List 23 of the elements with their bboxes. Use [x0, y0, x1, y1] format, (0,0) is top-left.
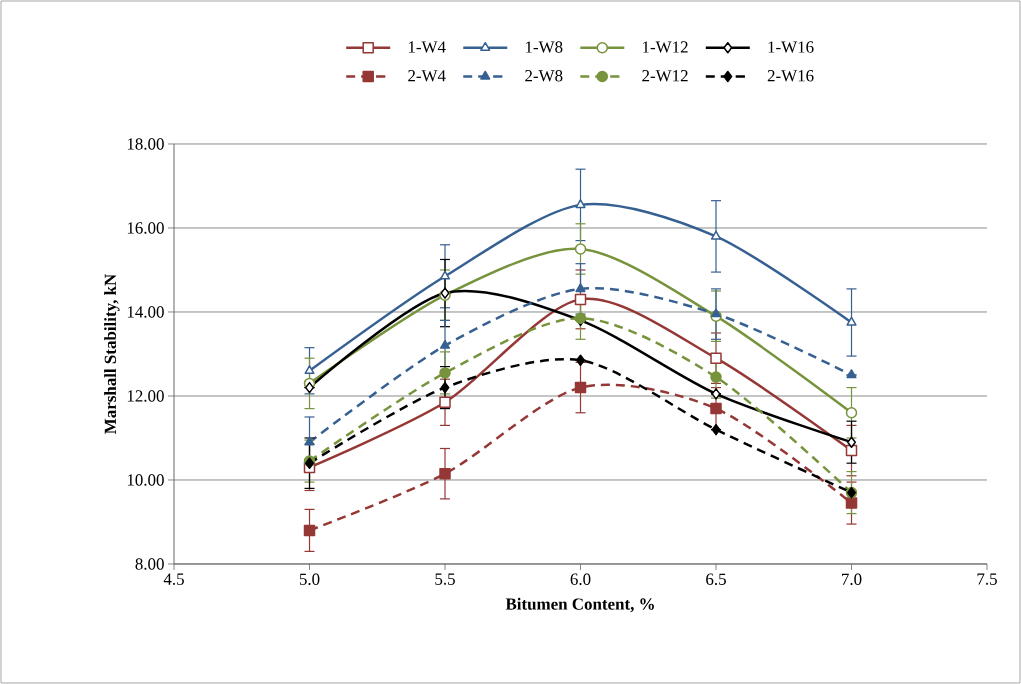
x-tick-label: 5.5 [435, 573, 455, 585]
y-tick-label: 14.00 [127, 306, 164, 318]
legend-label: 1-W4 [408, 41, 446, 53]
x-tick-label: 6.0 [570, 573, 591, 585]
x-axis-title: Bitumen Content, % [505, 597, 654, 613]
legend-label: 1-W16 [768, 41, 814, 53]
y-tick-label: 10.00 [127, 474, 164, 486]
x-tick-label: 4.5 [163, 573, 184, 585]
x-tick-label: 6.5 [706, 573, 726, 585]
y-tick-label: 18.00 [127, 138, 164, 150]
y-tick-label: 16.00 [127, 222, 164, 234]
x-tick-label: 7.5 [977, 573, 997, 585]
x-tick-label: 5.0 [299, 573, 320, 585]
y-axis-title: Marshall Stability, kN [104, 273, 120, 434]
y-tick-label: 12.00 [127, 390, 164, 402]
legend-label: 1-W8 [525, 41, 563, 53]
legend-label: 1-W12 [643, 41, 688, 53]
legend-label: 2-W4 [408, 70, 446, 82]
legend-label: 2-W16 [767, 70, 814, 82]
x-tick-label: 7.0 [842, 573, 862, 585]
y-tick-label: 8.00 [135, 558, 164, 570]
legend-label: 2-W12 [642, 70, 688, 82]
legend-label: 2-W8 [525, 70, 563, 82]
